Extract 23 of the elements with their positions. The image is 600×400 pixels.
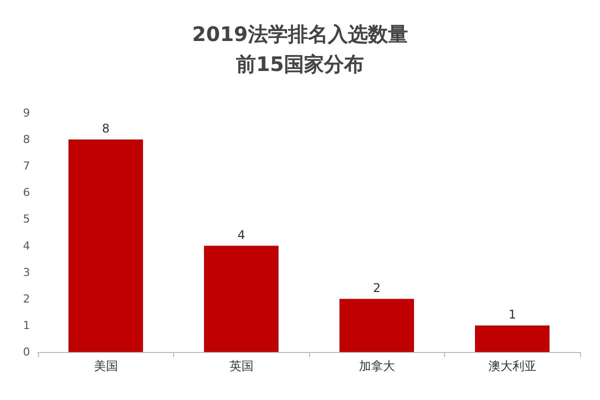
y-tick-label: 3: [23, 266, 30, 279]
bar: [339, 298, 414, 352]
bar: [68, 140, 144, 352]
y-tick-label: 2: [23, 292, 30, 306]
data-label: 8: [102, 122, 110, 136]
y-tick-label: 4: [23, 239, 30, 252]
y-tick-label: 7: [23, 160, 30, 173]
y-tick-label: 0: [23, 346, 30, 358]
x-tick-label: 澳大利亚: [488, 359, 536, 373]
x-tick-label: 英国: [229, 359, 254, 373]
y-tick-label: 8: [23, 133, 30, 146]
data-label: 1: [508, 307, 516, 322]
x-tick-label: 加拿大: [358, 359, 395, 373]
chart-title: 2019法学排名入选数量前15国家分布: [192, 22, 408, 76]
bar: [204, 246, 279, 352]
y-tick-label: 9: [23, 106, 30, 120]
y-tick-label: 1: [23, 318, 30, 332]
x-tick-label: 美国: [94, 359, 118, 373]
data-label: 4: [237, 228, 246, 242]
bar: [474, 325, 550, 352]
y-tick-label: 6: [23, 186, 30, 200]
data-label: 2: [372, 280, 381, 295]
y-tick-label: 5: [23, 212, 30, 226]
